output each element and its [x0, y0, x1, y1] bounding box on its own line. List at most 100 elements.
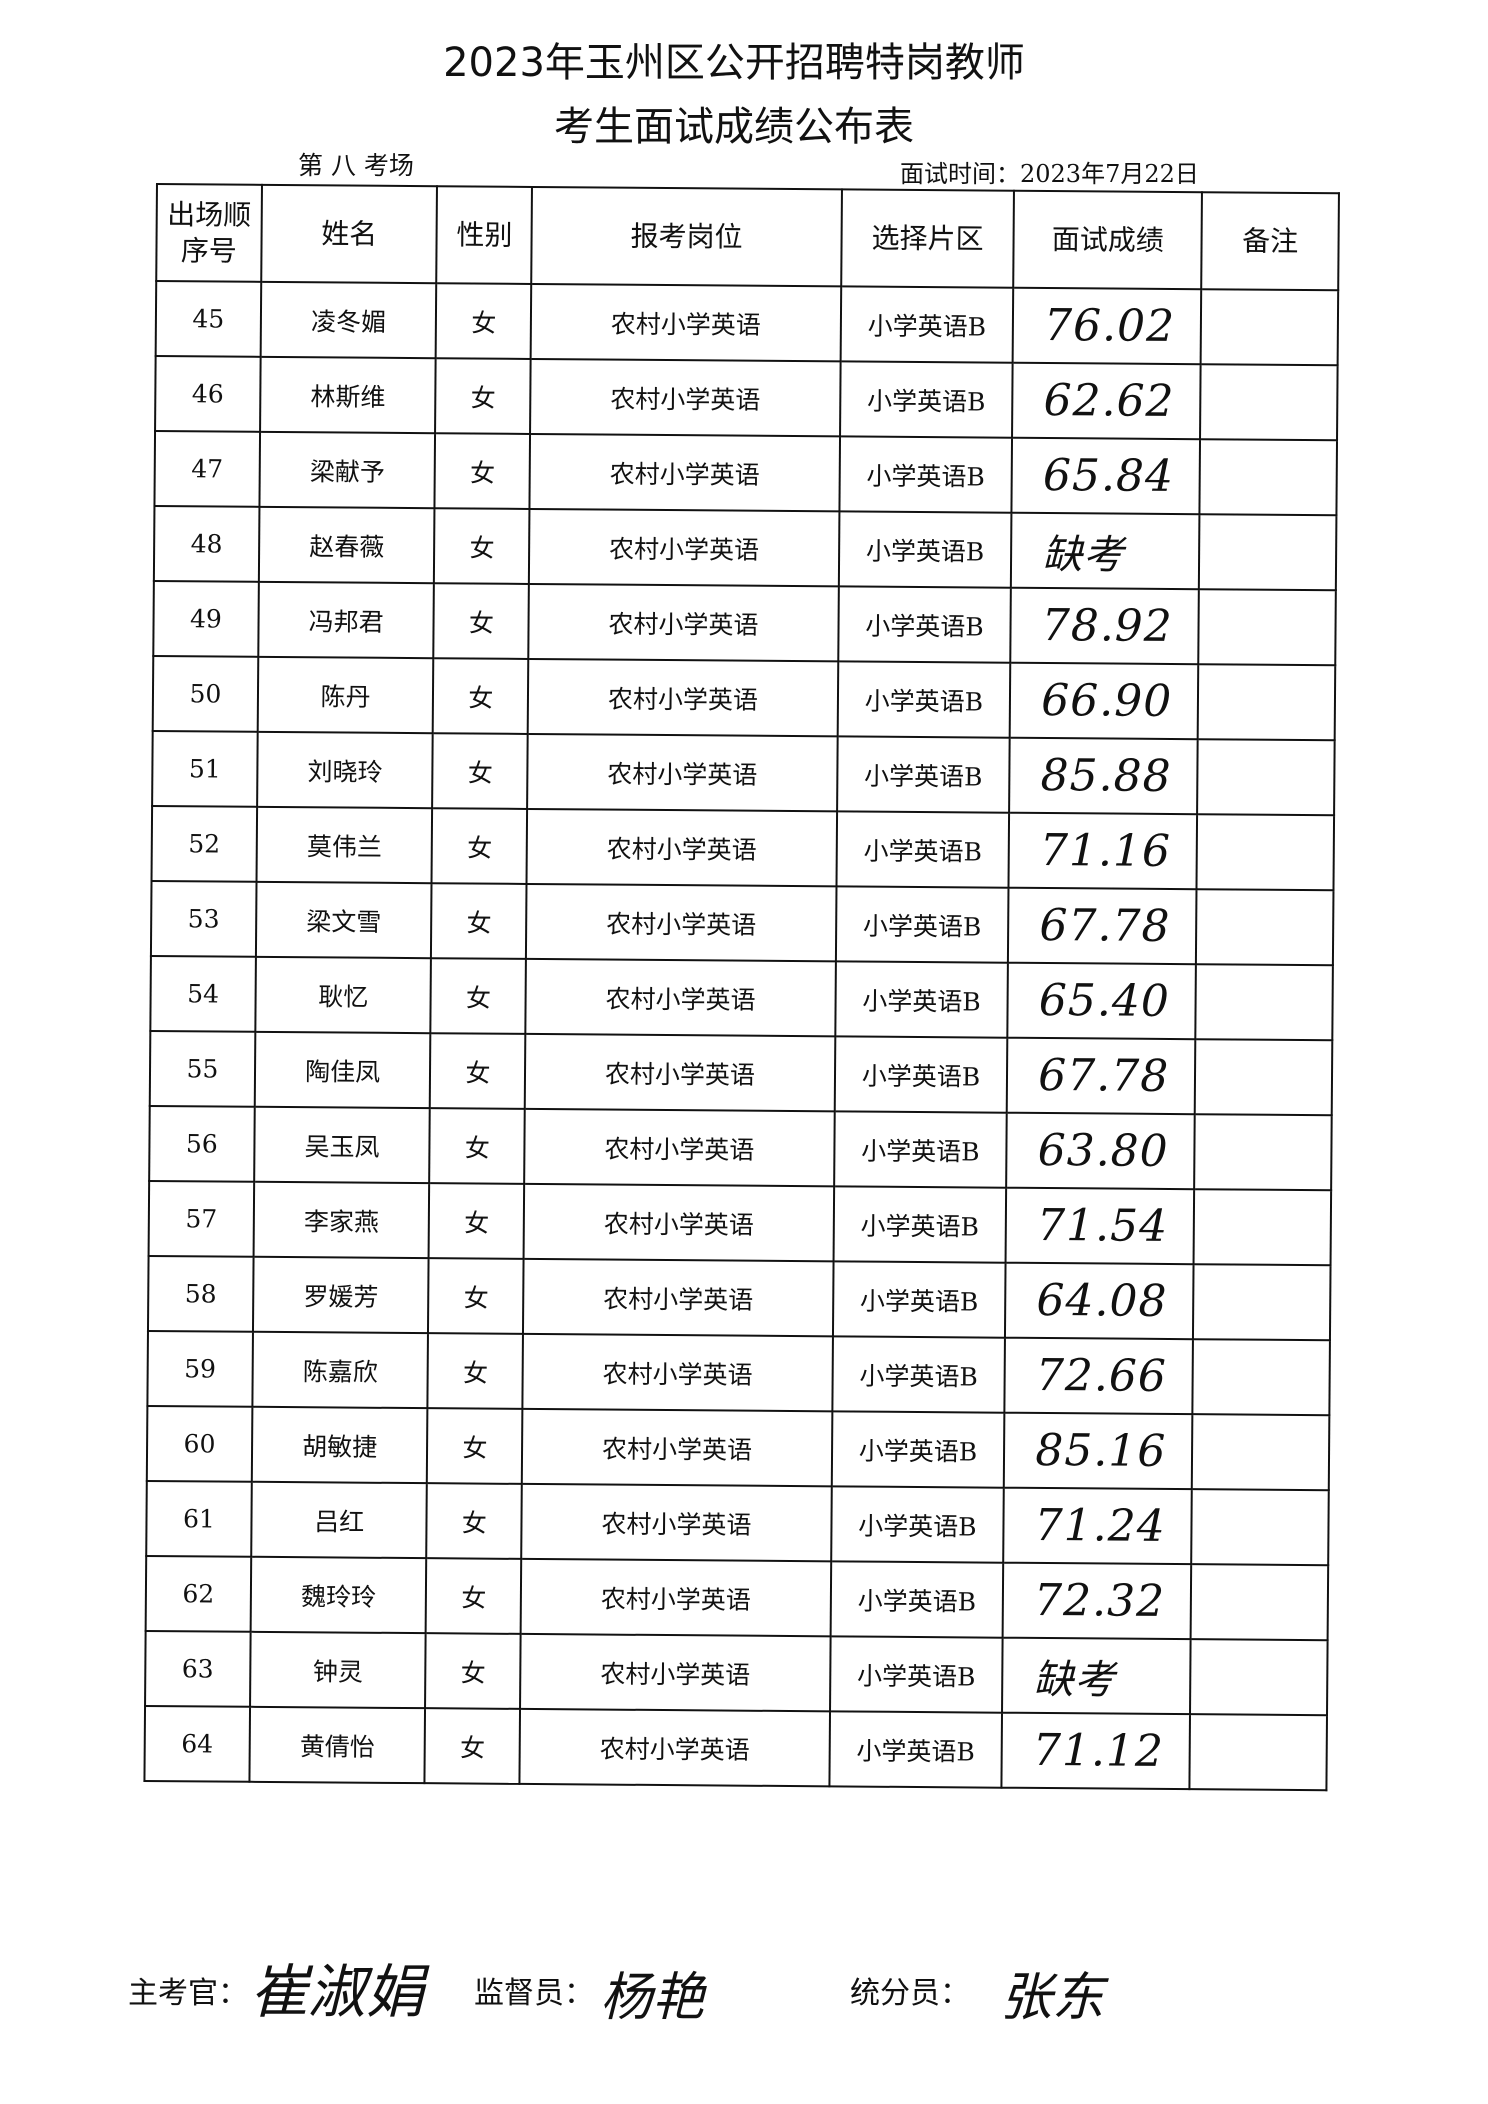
cell-order: 51: [152, 730, 258, 807]
cell-order: 59: [147, 1330, 253, 1407]
cell-position: 农村小学英语: [522, 1408, 832, 1487]
supervisor-signature: 杨艳: [600, 1968, 705, 2028]
cell-score: 67.78: [1006, 1037, 1196, 1115]
cell-order: 55: [149, 1030, 256, 1107]
cell-gender: 女: [434, 433, 531, 509]
cell-score: 71.16: [1008, 812, 1198, 890]
table-row: 56 吴玉凤女农村小学英语 小学英语B 63.80: [149, 1105, 1332, 1191]
cell-note: [1199, 514, 1337, 591]
cell-name: 耿忆: [255, 956, 432, 1034]
cell-area: 小学英语B: [833, 1111, 1007, 1188]
cell-name: 罗媛芳: [252, 1256, 430, 1334]
cell-note: [1197, 739, 1335, 816]
cell-gender: 女: [427, 1333, 524, 1409]
col-area: 选择片区: [840, 189, 1015, 288]
cell-gender: 女: [426, 1483, 523, 1559]
cell-area: 小学英语B: [840, 286, 1014, 363]
cell-note: [1195, 964, 1333, 1041]
col-note: 备注: [1201, 192, 1339, 291]
cell-score: 65.84: [1011, 437, 1201, 515]
cell-score: 63.80: [1006, 1112, 1195, 1190]
cell-order: 57: [148, 1180, 255, 1257]
cell-score: 71.24: [1003, 1487, 1192, 1565]
table-row: 48 赵春薇女农村小学英语 小学英语B 缺考: [153, 505, 1337, 591]
table-row: 58 罗媛芳女农村小学英语 小学英语B 64.08: [147, 1255, 1331, 1341]
cell-order: 56: [149, 1105, 255, 1182]
chief-examiner-signature: 崔淑娟: [250, 1958, 425, 2026]
cell-gender: 女: [426, 1558, 522, 1634]
cell-score: 缺考: [1002, 1637, 1191, 1715]
cell-order: 62: [145, 1555, 252, 1632]
cell-gender: 女: [429, 1108, 526, 1184]
cell-order: 45: [155, 281, 262, 357]
cell-note: [1194, 1114, 1332, 1191]
cell-position: 农村小学英语: [527, 733, 838, 812]
scorer-label: 统分员：: [850, 1976, 970, 2011]
cell-note: [1198, 589, 1336, 666]
cell-area: 小学英语B: [830, 1561, 1004, 1638]
cell-note: [1194, 1039, 1333, 1116]
cell-name: 梁献予: [259, 431, 436, 509]
cell-name: 胡敏捷: [251, 1406, 428, 1484]
table-row: 53 梁文雪女农村小学英语 小学英语B 67.78: [150, 880, 1334, 966]
col-gender: 性别: [436, 186, 533, 284]
col-position: 报考岗位: [531, 186, 842, 287]
cell-area: 小学英语B: [835, 886, 1009, 963]
cell-score: 85.16: [1004, 1412, 1193, 1490]
cell-position: 农村小学英语: [520, 1558, 831, 1637]
cell-score: 67.78: [1008, 887, 1197, 965]
cell-area: 小学英语B: [829, 1711, 1003, 1788]
supervisor-label: 监督员：: [474, 1976, 594, 2011]
cell-area: 小学英语B: [837, 586, 1012, 663]
cell-score: 66.90: [1009, 662, 1199, 740]
cell-score: 72.66: [1004, 1337, 1194, 1415]
cell-gender: 女: [430, 958, 527, 1034]
cell-position: 农村小学英语: [523, 1258, 834, 1337]
cell-name: 李家燕: [253, 1181, 430, 1259]
cell-position: 农村小学英语: [523, 1183, 834, 1262]
cell-area: 小学英语B: [839, 436, 1013, 513]
cell-score: 64.08: [1005, 1262, 1194, 1340]
cell-order: 54: [150, 955, 256, 1032]
cell-name: 凌冬媚: [260, 281, 437, 359]
cell-name: 陈嘉欣: [252, 1331, 429, 1409]
table-header: 出场顺序号 姓名 性别 报考岗位 选择片区 面试成绩 备注: [156, 184, 1339, 291]
cell-position: 农村小学英语: [529, 433, 840, 512]
cell-area: 小学英语B: [834, 961, 1009, 1038]
cell-gender: 女: [432, 733, 528, 809]
cell-gender: 女: [436, 283, 532, 359]
table-row: 49 冯邦君女农村小学英语 小学英语B 78.92: [153, 580, 1336, 666]
cell-name: 吴玉凤: [254, 1106, 431, 1184]
cell-gender: 女: [424, 1708, 521, 1784]
cell-note: [1200, 364, 1338, 441]
cell-note: [1199, 439, 1338, 516]
cell-gender: 女: [430, 1033, 526, 1109]
cell-area: 小学英语B: [833, 1186, 1007, 1263]
scorer-signature: 张东: [1000, 1968, 1105, 2028]
cell-score: 78.92: [1010, 587, 1200, 665]
cell-area: 小学英语B: [829, 1636, 1003, 1713]
cell-order: 60: [146, 1405, 253, 1482]
cell-area: 小学英语B: [836, 811, 1010, 888]
cell-area: 小学英语B: [831, 1336, 1006, 1413]
cell-gender: 女: [435, 358, 531, 434]
cell-area: 小学英语B: [839, 361, 1013, 438]
cell-gender: 女: [434, 508, 530, 584]
cell-position: 农村小学英语: [520, 1633, 831, 1712]
cell-position: 农村小学英语: [521, 1483, 832, 1562]
cell-position: 农村小学英语: [530, 358, 841, 437]
table-row: 50 陈丹女农村小学英语 小学英语B 66.90: [152, 655, 1336, 741]
cell-area: 小学英语B: [834, 1036, 1008, 1113]
table-row: 46 林斯维女农村小学英语 小学英语B 62.62: [155, 356, 1338, 441]
cell-note: [1200, 289, 1339, 366]
col-order-label: 出场顺序号: [167, 197, 252, 268]
cell-area: 小学英语B: [838, 511, 1012, 588]
cell-note: [1190, 1564, 1329, 1641]
cell-score: 71.54: [1005, 1187, 1195, 1265]
cell-note: [1190, 1639, 1328, 1716]
cell-order: 61: [146, 1480, 252, 1557]
cell-name: 林斯维: [259, 356, 437, 434]
cell-name: 魏玲玲: [250, 1556, 427, 1634]
cell-order: 52: [151, 805, 257, 882]
table-row: 64 黄倩怡女农村小学英语 小学英语B 71.12: [144, 1705, 1328, 1791]
